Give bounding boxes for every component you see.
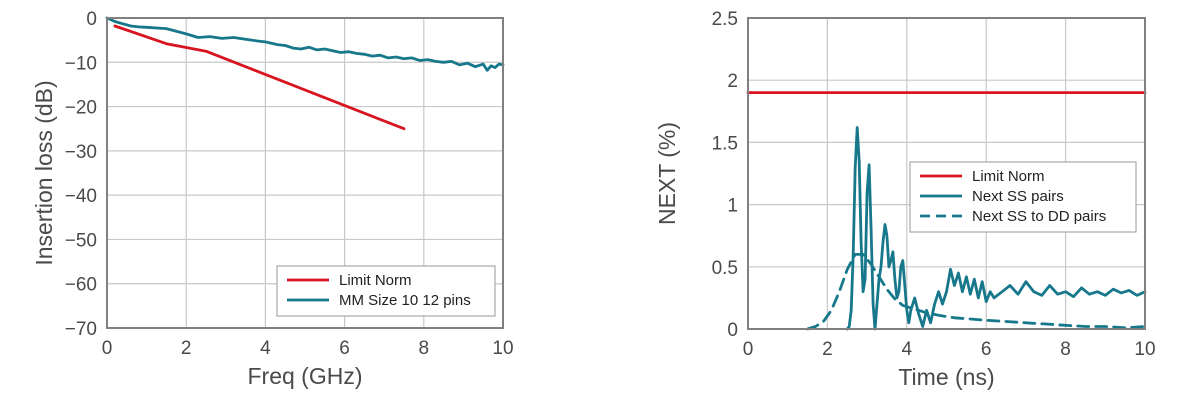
y-tick-label: −30 [65,142,97,163]
y-tick-label: 0 [86,9,97,30]
y-tick-label: 0.5 [712,258,738,279]
legend: Limit Norm Next SS pairs Next SS to DD pai… [909,161,1137,233]
x-axis-label: Freq (GHz) [248,363,363,389]
series-line-next-ss-pairs [845,126,1147,331]
legend-label: Next SS pairs [972,188,1064,205]
y-axis-label: Insertion loss (dB) [31,80,57,265]
legend-label: Limit Norm [339,272,412,289]
y-tick-label: −40 [65,186,97,207]
y-tick-label: 1.5 [712,133,738,154]
plot-frame [106,17,504,329]
series-line-limit-norm [113,24,406,131]
x-tick-label: 2 [181,338,192,359]
x-tick-label: 4 [902,339,913,360]
y-tick-label: −50 [65,230,97,251]
x-tick-label: 6 [981,339,992,360]
series-line-next-ss-to-dd-pairs [806,252,1147,331]
insertion-loss-chart: 0 2 4 6 8 10 0 −10 −20 −30 −40 −50 −60 −70 Freq (GHz) I… [31,9,514,389]
y-tick-label: 2.5 [712,9,738,30]
x-axis-label: Time (ns) [898,364,994,390]
y-tick-label: 0 [727,320,738,341]
x-tick-label: 4 [260,338,271,359]
y-axis-label: NEXT (%) [654,122,680,225]
y-tick-label: −10 [65,53,97,74]
legend-box [276,265,496,317]
x-tick-label: 2 [822,339,833,360]
y-tick-label: 2 [727,71,738,92]
x-tick-label: 8 [1060,339,1071,360]
legend: Limit Norm MM Size 10 12 pins [276,265,496,317]
x-tick-label: 0 [743,339,754,360]
series-line-mm-size-10-12-pins [105,16,505,72]
y-tick-label: 1 [727,196,738,217]
y-tick-label: −20 [65,98,97,119]
x-tick-label: 10 [1134,339,1155,360]
legend-label: Next SS to DD pairs [972,208,1106,225]
x-tick-label: 6 [339,338,350,359]
legend-label: Limit Norm [972,168,1045,185]
next-chart: 0 2 4 6 8 10 0 0.5 1 1.5 2 2.5 Time (ns) NEXT (%) Limi… [654,9,1156,390]
x-tick-label: 10 [492,338,513,359]
legend-label: MM Size 10 12 pins [339,292,471,309]
x-tick-label: 0 [102,338,113,359]
plot-frame [747,17,1146,330]
x-tick-label: 8 [419,338,430,359]
y-tick-label: −60 [65,275,97,296]
y-tick-label: −70 [65,319,97,340]
